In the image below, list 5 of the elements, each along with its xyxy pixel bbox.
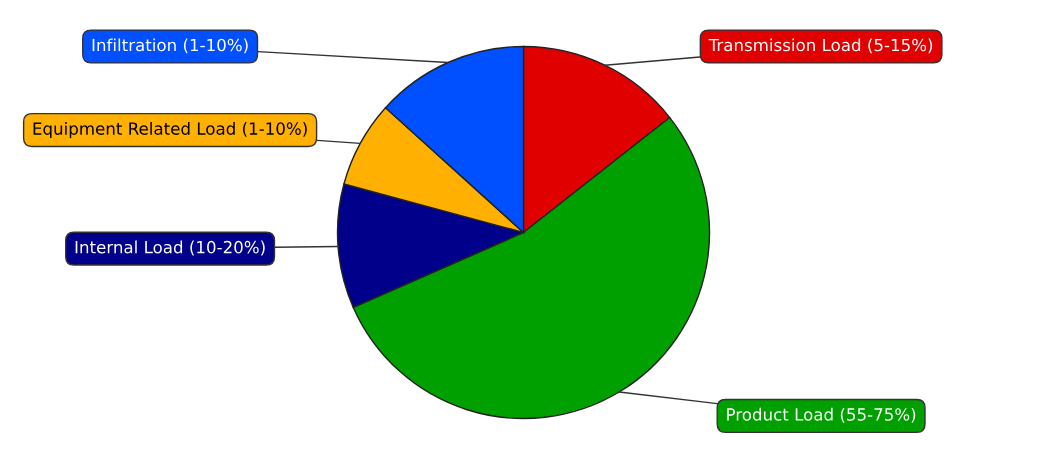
slice-label: Product Load (55-75%): [727, 407, 916, 423]
slice-label: Internal Load (10-20%): [75, 240, 265, 256]
slice-label: Equipment Related Load (1-10%): [33, 121, 307, 139]
slice-label: Infiltration (1-10%): [92, 38, 248, 54]
slice-label: Transmission Load (5-15%): [708, 38, 933, 54]
